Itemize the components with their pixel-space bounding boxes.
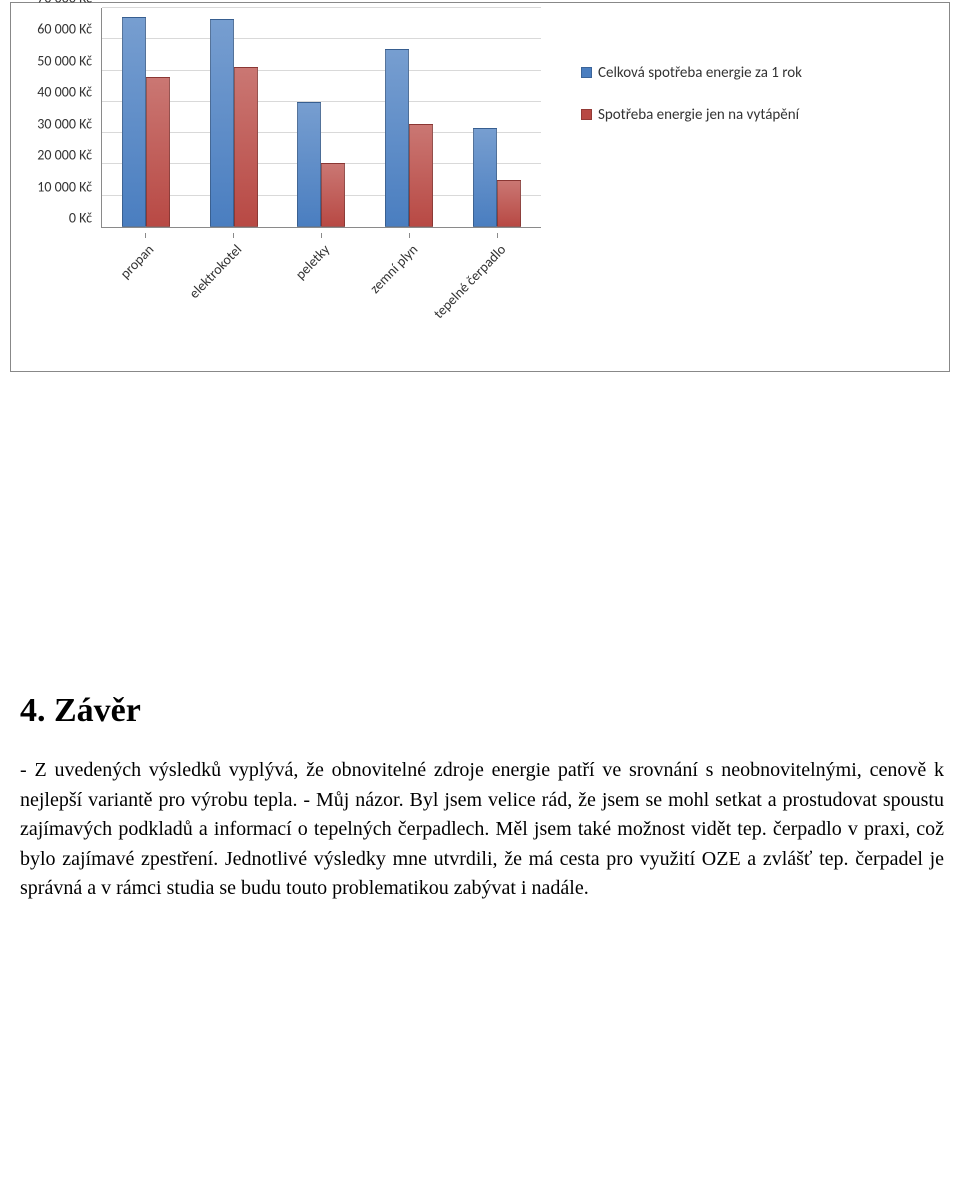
y-tick-label: 0 Kč xyxy=(69,210,92,227)
x-tick xyxy=(497,233,498,238)
x-tick xyxy=(145,233,146,238)
bar xyxy=(385,49,409,227)
bar xyxy=(122,17,146,227)
y-axis-labels: 0 Kč 10 000 Kč 20 000 Kč 30 000 Kč 40 00… xyxy=(11,8,96,228)
x-tick xyxy=(233,233,234,238)
legend-item: Celková spotřeba energie za 1 rok xyxy=(581,63,934,83)
y-tick-label: 60 000 Kč xyxy=(37,21,92,38)
chart-body: 0 Kč 10 000 Kč 20 000 Kč 30 000 Kč 40 00… xyxy=(11,3,949,371)
y-tick-label: 30 000 Kč xyxy=(37,115,92,132)
bar-group xyxy=(278,8,366,227)
legend-swatch-icon xyxy=(581,109,592,120)
x-label-slot: zemní plyn xyxy=(365,233,453,363)
x-tick xyxy=(409,233,410,238)
legend-label: Celková spotřeba energie za 1 rok xyxy=(598,63,802,83)
x-tick-label: propan xyxy=(117,241,158,282)
legend: Celková spotřeba energie za 1 rok Spotře… xyxy=(571,3,949,371)
bar xyxy=(297,102,321,227)
y-tick-label: 40 000 Kč xyxy=(37,84,92,101)
bar-group xyxy=(190,8,278,227)
y-tick-label: 10 000 Kč xyxy=(37,178,92,195)
legend-swatch-icon xyxy=(581,67,592,78)
bar xyxy=(409,124,433,227)
bar xyxy=(321,163,345,227)
section-paragraph: - Z uvedených výsledků vyplývá, že obnov… xyxy=(20,756,944,904)
chart-container: 0 Kč 10 000 Kč 20 000 Kč 30 000 Kč 40 00… xyxy=(10,2,950,372)
bar-group xyxy=(453,8,541,227)
x-label-slot: propan xyxy=(101,233,189,363)
bar-group xyxy=(102,8,190,227)
x-label-slot: tepelné čerpadlo xyxy=(453,233,541,363)
bar-group xyxy=(365,8,453,227)
x-label-slot: peletky xyxy=(277,233,365,363)
bar xyxy=(497,180,521,227)
x-tick-label: elektrokotel xyxy=(186,241,246,302)
section-heading: 4. Závěr xyxy=(20,692,950,730)
x-tick-label: peletky xyxy=(292,241,333,283)
legend-label: Spotřeba energie jen na vytápění xyxy=(598,105,799,125)
x-tick-label: zemní plyn xyxy=(366,241,421,297)
chart-plot-area: 0 Kč 10 000 Kč 20 000 Kč 30 000 Kč 40 00… xyxy=(11,3,571,371)
bar xyxy=(210,19,234,227)
y-tick-label: 50 000 Kč xyxy=(37,52,92,69)
x-label-slot: elektrokotel xyxy=(189,233,277,363)
legend-item: Spotřeba energie jen na vytápění xyxy=(581,105,934,125)
x-tick xyxy=(321,233,322,238)
bar xyxy=(473,128,497,227)
y-tick-label: 20 000 Kč xyxy=(37,147,92,164)
x-axis-labels: propan elektrokotel peletky zemní plyn tepel… xyxy=(101,233,541,363)
text-section: 4. Závěr - Z uvedených výsledků vyplývá,… xyxy=(20,692,950,904)
y-tick-label: 70 000 Kč xyxy=(37,0,92,7)
bar xyxy=(146,77,170,227)
bar xyxy=(234,67,258,227)
bars-container xyxy=(102,8,541,227)
plot-inner xyxy=(101,8,541,228)
